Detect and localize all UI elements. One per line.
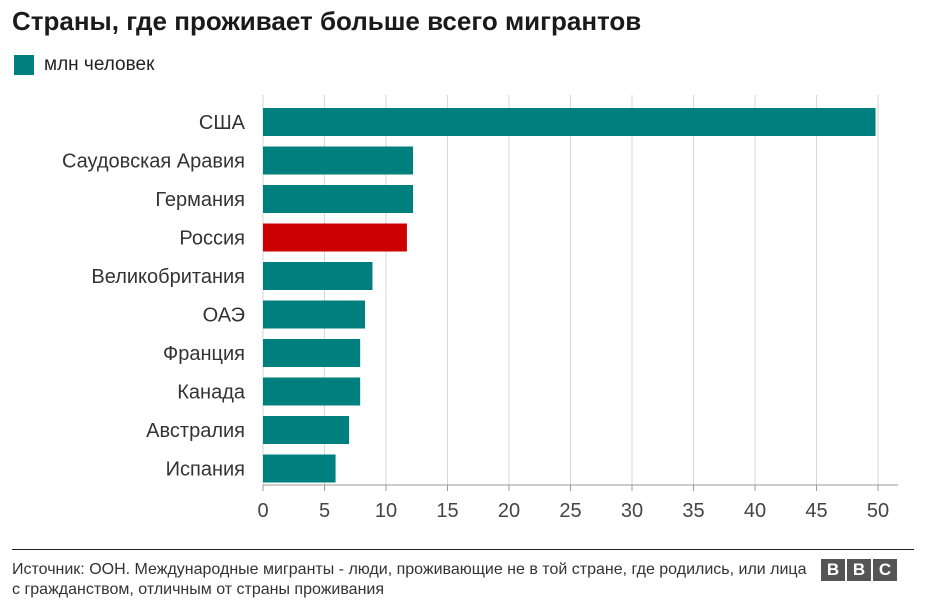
bar [263,339,361,367]
x-tick-label: 15 [436,500,458,522]
x-tick-label: 0 [257,500,268,522]
category-label: Франция [163,343,245,365]
legend: млн человек [14,54,154,76]
bbc-logo: B B C [821,559,897,581]
bar [263,108,876,136]
x-tick-label: 10 [375,500,397,522]
category-label: ОАЭ [203,305,245,327]
x-tick-label: 30 [621,500,643,522]
bar [263,416,350,444]
x-tick-label: 25 [559,500,581,522]
footer-divider [12,549,914,550]
category-label: Великобритания [91,266,245,288]
bar [263,454,336,483]
bar-chart: 0 5 10 15 20 25 30 35 40 45 50 США Саудовская Аравия… [62,95,898,522]
bar [263,146,414,175]
legend-swatch [14,55,34,75]
x-tick-label: 35 [682,500,704,522]
bbc-logo-letter: C [873,559,897,581]
category-label: Германия [155,189,245,211]
bar [263,262,373,290]
bbc-logo-letter: B [847,559,871,581]
x-tick-label: 45 [805,500,827,522]
category-label: США [199,112,246,134]
bar [263,300,366,329]
chart-title: Страны, где проживает больше всего мигра… [12,6,642,36]
category-label: Австралия [146,420,245,442]
category-label: Испания [166,459,245,481]
source-note: Источник: ООН. Международные мигранты - … [12,561,807,598]
bbc-logo-letter: B [821,559,845,581]
bar [263,185,414,213]
x-tick-label: 5 [319,500,330,522]
category-label: Саудовская Аравия [62,151,245,173]
x-tick-label: 40 [744,500,766,522]
bar [263,377,361,406]
x-tick-label: 50 [867,500,889,522]
x-tick-label: 20 [498,500,520,522]
category-label: Канада [177,382,246,404]
bar [263,223,407,252]
legend-label: млн человек [44,54,155,75]
category-label: Россия [179,228,245,250]
